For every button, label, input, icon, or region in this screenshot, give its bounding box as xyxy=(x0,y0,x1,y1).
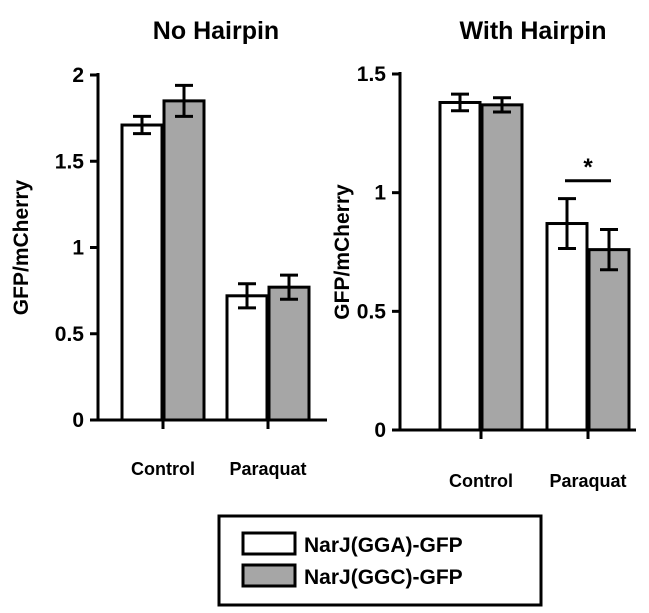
bar-control-series-1 xyxy=(162,99,206,422)
y-tick-label: 0.5 xyxy=(357,300,387,323)
error-bar-paraquat-series-0 xyxy=(238,282,256,310)
chart-title: With Hairpin xyxy=(460,17,607,45)
error-bar-control-series-1 xyxy=(493,96,511,114)
legend: NarJ(GGA)-GFP NarJ(GGC)-GFP xyxy=(217,514,543,607)
x-tick-label: Control xyxy=(449,471,513,491)
y-tick-label: 1 xyxy=(374,182,386,205)
y-axis-label: GFP/mCherry xyxy=(10,179,33,315)
bar-control-series-0 xyxy=(438,100,482,432)
x-tick-label: Paraquat xyxy=(549,471,626,491)
bar-paraquat-series-1 xyxy=(267,285,311,422)
panel-with-hairpin: With Hairpin GFP/mCherry 0 0.5 1 1.5 Control Pa… xyxy=(331,17,636,491)
error-bar-paraquat-series-0 xyxy=(558,197,576,250)
error-bar-paraquat-series-1 xyxy=(280,273,298,301)
y-tick-label: 2 xyxy=(72,64,84,87)
y-axis-label: GFP/mCherry xyxy=(331,184,354,320)
bar-control-series-0 xyxy=(120,123,164,422)
y-tick-label: 1.5 xyxy=(55,150,85,173)
x-tick-label: Paraquat xyxy=(229,459,306,479)
chart-title: No Hairpin xyxy=(153,17,279,45)
significance-marker: * xyxy=(583,154,593,181)
bar-paraquat-series-0 xyxy=(225,294,269,422)
error-bar-control-series-1 xyxy=(175,83,193,118)
y-tick-label: 0.5 xyxy=(55,323,85,346)
legend-box xyxy=(217,514,543,607)
y-tick-label: 1 xyxy=(72,237,84,260)
panel-no-hairpin: No Hairpin GFP/mCherry 0 0.5 1 1.5 2 Control Par… xyxy=(10,17,327,479)
error-bar-control-series-0 xyxy=(451,92,469,113)
legend-swatch-0 xyxy=(241,531,297,556)
bar-control-series-1 xyxy=(480,103,524,432)
x-tick-label: Control xyxy=(131,459,195,479)
legend-swatch-1 xyxy=(241,563,297,588)
bar-paraquat-series-0 xyxy=(545,222,589,432)
y-tick-label: 0 xyxy=(72,409,84,432)
error-bar-control-series-0 xyxy=(133,114,151,136)
bar-paraquat-series-1 xyxy=(587,248,631,432)
legend-label-0: NarJ(GGA)-GFP xyxy=(304,534,463,557)
y-tick-label: 0 xyxy=(374,419,386,442)
error-bar-paraquat-series-1 xyxy=(600,227,618,272)
legend-label-1: NarJ(GGC)-GFP xyxy=(304,566,463,589)
y-tick-label: 1.5 xyxy=(357,63,387,86)
